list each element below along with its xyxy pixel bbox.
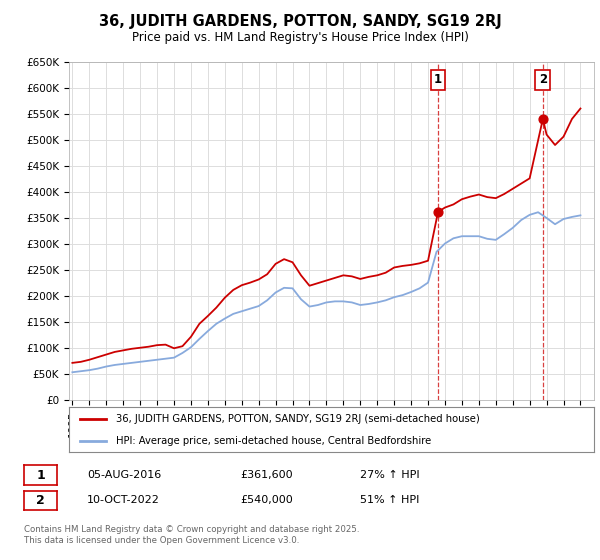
Text: 2: 2 xyxy=(539,73,547,86)
Text: 51% ↑ HPI: 51% ↑ HPI xyxy=(360,495,419,505)
Text: 27% ↑ HPI: 27% ↑ HPI xyxy=(360,470,419,480)
Text: £540,000: £540,000 xyxy=(240,495,293,505)
Text: 10-OCT-2022: 10-OCT-2022 xyxy=(87,495,160,505)
Text: 1: 1 xyxy=(434,73,442,86)
Text: 1: 1 xyxy=(36,469,45,482)
Text: Price paid vs. HM Land Registry's House Price Index (HPI): Price paid vs. HM Land Registry's House … xyxy=(131,31,469,44)
Text: 36, JUDITH GARDENS, POTTON, SANDY, SG19 2RJ: 36, JUDITH GARDENS, POTTON, SANDY, SG19 … xyxy=(98,14,502,29)
Text: 05-AUG-2016: 05-AUG-2016 xyxy=(87,470,161,480)
Point xyxy=(538,114,548,123)
Text: Contains HM Land Registry data © Crown copyright and database right 2025.
This d: Contains HM Land Registry data © Crown c… xyxy=(24,525,359,545)
Text: £361,600: £361,600 xyxy=(240,470,293,480)
Text: 2: 2 xyxy=(36,494,45,507)
Point xyxy=(433,207,443,216)
Text: HPI: Average price, semi-detached house, Central Bedfordshire: HPI: Average price, semi-detached house,… xyxy=(116,436,431,446)
Text: 36, JUDITH GARDENS, POTTON, SANDY, SG19 2RJ (semi-detached house): 36, JUDITH GARDENS, POTTON, SANDY, SG19 … xyxy=(116,414,480,424)
